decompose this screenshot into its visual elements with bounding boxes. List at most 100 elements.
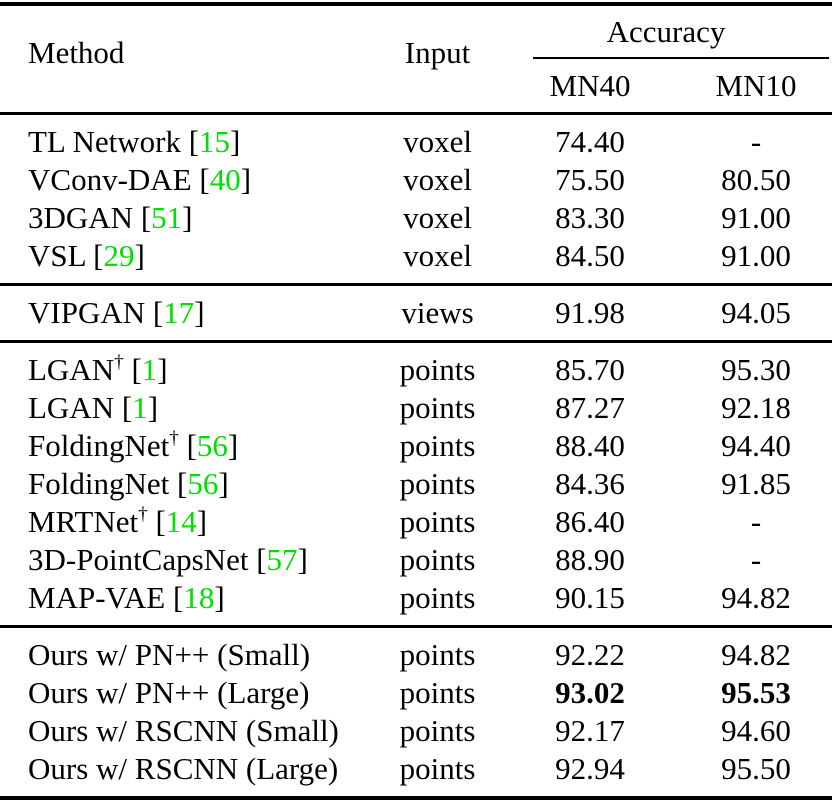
table-group-3: LGAN† [1] points 85.70 95.30 LGAN [1] points 8… bbox=[0, 343, 832, 625]
citation-ref[interactable]: 57 bbox=[266, 542, 298, 577]
citation-ref[interactable]: 40 bbox=[209, 162, 241, 197]
accuracy-cmidrule bbox=[533, 57, 829, 59]
method-cell: FoldingNet† [56] bbox=[28, 428, 239, 463]
table-row: Ours w/ PN++ (Small) points 92.22 94.82 bbox=[0, 636, 832, 674]
mn40-value-cell: 84.50 bbox=[555, 238, 625, 273]
table-top-rule bbox=[0, 2, 832, 6]
mn10-value-cell: 94.82 bbox=[721, 580, 791, 615]
method-cell: TL Network [15] bbox=[28, 124, 241, 159]
method-name: LGAN bbox=[28, 390, 115, 425]
citation-ref[interactable]: 14 bbox=[165, 504, 197, 539]
citation-ref[interactable]: 1 bbox=[132, 390, 148, 425]
header-accuracy: Accuracy bbox=[606, 13, 726, 49]
method-cell: Ours w/ PN++ (Large) bbox=[0, 674, 375, 712]
input-cell: points bbox=[399, 713, 476, 748]
table-row: 3DGAN [51] voxel 83.30 91.00 bbox=[0, 199, 832, 237]
input-cell: points bbox=[399, 675, 476, 710]
input-cell: voxel bbox=[403, 124, 472, 159]
input-cell: points bbox=[399, 428, 476, 463]
method-cell: VIPGAN [17] bbox=[28, 295, 205, 330]
input-cell: points bbox=[399, 504, 476, 539]
citation-ref[interactable]: 51 bbox=[151, 200, 183, 235]
mn40-value-cell: 85.70 bbox=[555, 352, 625, 387]
dagger-superscript: † bbox=[138, 504, 148, 525]
method-name: 3DGAN bbox=[28, 200, 134, 235]
mn10-value-cell: 94.60 bbox=[721, 713, 791, 748]
mn10-value-cell: 92.18 bbox=[721, 390, 791, 425]
method-cell: MAP-VAE [18] bbox=[28, 580, 225, 615]
input-cell: points bbox=[399, 751, 476, 786]
citation-ref[interactable]: 56 bbox=[187, 466, 219, 501]
citation-ref[interactable]: 15 bbox=[199, 124, 231, 159]
header-midrule bbox=[0, 112, 832, 115]
mn10-value-cell: 95.53 bbox=[721, 675, 791, 710]
method-name: Ours w/ RSCNN (Large) bbox=[28, 751, 339, 786]
header-input: Input bbox=[404, 35, 471, 70]
table-row: MRTNet† [14] points 86.40 - bbox=[0, 503, 832, 541]
method-name: TL Network bbox=[28, 124, 181, 159]
header-mn40: MN40 bbox=[549, 67, 631, 103]
method-cell: 3DGAN [51] bbox=[28, 200, 193, 235]
input-cell: points bbox=[399, 352, 476, 387]
mn40-value-cell: 87.27 bbox=[555, 390, 625, 425]
table-row: VIPGAN [17] views 91.98 94.05 bbox=[0, 294, 832, 332]
method-cell: VConv-DAE [40] bbox=[28, 162, 252, 197]
method-cell: LGAN† [1] bbox=[28, 352, 168, 387]
table-row: TL Network [15] voxel 74.40 - bbox=[0, 123, 832, 161]
citation-ref[interactable]: 1 bbox=[141, 352, 158, 387]
table-row: VSL [29] voxel 84.50 91.00 bbox=[0, 237, 832, 275]
mn40-value-cell: 91.98 bbox=[555, 295, 625, 330]
mn10-value-cell: 91.00 bbox=[721, 200, 791, 235]
mn40-value-cell: 84.36 bbox=[555, 466, 625, 501]
mn10-value-cell: - bbox=[750, 124, 762, 159]
input-cell: points bbox=[399, 390, 476, 425]
method-cell: Ours w/ RSCNN (Small) bbox=[0, 712, 375, 750]
table-row: Ours w/ RSCNN (Small) points 92.17 94.60 bbox=[0, 712, 832, 750]
input-cell: points bbox=[399, 466, 476, 501]
method-name: MRTNet bbox=[28, 504, 139, 539]
mn10-value-cell: 91.00 bbox=[721, 238, 791, 273]
table-row: VConv-DAE [40] voxel 75.50 80.50 bbox=[0, 161, 832, 199]
mn40-value-cell: 83.30 bbox=[555, 200, 625, 235]
mn10-value-cell: 80.50 bbox=[721, 162, 791, 197]
method-name: FoldingNet bbox=[28, 428, 170, 463]
mn10-value-cell: 91.85 bbox=[721, 466, 791, 501]
table-row: FoldingNet† [56] points 88.40 94.40 bbox=[0, 427, 832, 465]
citation-ref[interactable]: 17 bbox=[163, 295, 195, 330]
method-cell: 3D-PointCapsNet [57] bbox=[28, 542, 308, 577]
citation-ref[interactable]: 29 bbox=[103, 238, 135, 273]
method-cell: LGAN [1] bbox=[28, 390, 159, 425]
table-row: Ours w/ RSCNN (Large) points 92.94 95.50 bbox=[0, 750, 832, 788]
mn10-value-cell: 94.05 bbox=[721, 295, 791, 330]
mn10-value-cell: 94.82 bbox=[721, 637, 791, 672]
method-name: LGAN bbox=[28, 352, 115, 387]
input-cell: voxel bbox=[403, 162, 472, 197]
dagger-superscript: † bbox=[169, 428, 179, 449]
method-cell: Ours w/ PN++ (Small) bbox=[0, 636, 375, 674]
citation-ref[interactable]: 56 bbox=[196, 428, 228, 463]
mn40-value-cell: 88.90 bbox=[555, 542, 625, 577]
method-cell: Ours w/ RSCNN (Large) bbox=[0, 750, 375, 788]
method-name: VIPGAN bbox=[28, 295, 146, 330]
table-header: Method Input Accuracy MN40 MN10 bbox=[0, 6, 832, 112]
mn40-value-cell: 92.94 bbox=[555, 751, 625, 786]
table-group-2: VIPGAN [17] views 91.98 94.05 bbox=[0, 286, 832, 340]
table-row: Ours w/ PN++ (Large) points 93.02 95.53 bbox=[0, 674, 832, 712]
method-name: Ours w/ PN++ (Large) bbox=[28, 675, 310, 710]
group-midrule bbox=[0, 625, 832, 628]
input-cell: voxel bbox=[403, 200, 472, 235]
input-cell: points bbox=[399, 542, 476, 577]
method-name: 3D-PointCapsNet bbox=[28, 542, 249, 577]
table-group-4: Ours w/ PN++ (Small) points 92.22 94.82 Ours… bbox=[0, 628, 832, 796]
header-method: Method bbox=[28, 35, 125, 70]
table-body: TL Network [15] voxel 74.40- VConv-DAE [40]… bbox=[0, 115, 832, 796]
mn10-value-cell: - bbox=[750, 504, 762, 539]
header-mn10: MN10 bbox=[715, 67, 797, 103]
method-cell: VSL [29] bbox=[28, 238, 145, 273]
dagger-superscript: † bbox=[114, 352, 124, 373]
table-row: LGAN† [1] points 85.70 95.30 bbox=[0, 351, 832, 389]
table-group-1: TL Network [15] voxel 74.40- VConv-DAE [40]… bbox=[0, 115, 832, 283]
citation-ref[interactable]: 18 bbox=[183, 580, 215, 615]
mn40-value-cell: 92.22 bbox=[555, 637, 625, 672]
method-name: VSL bbox=[28, 238, 86, 273]
